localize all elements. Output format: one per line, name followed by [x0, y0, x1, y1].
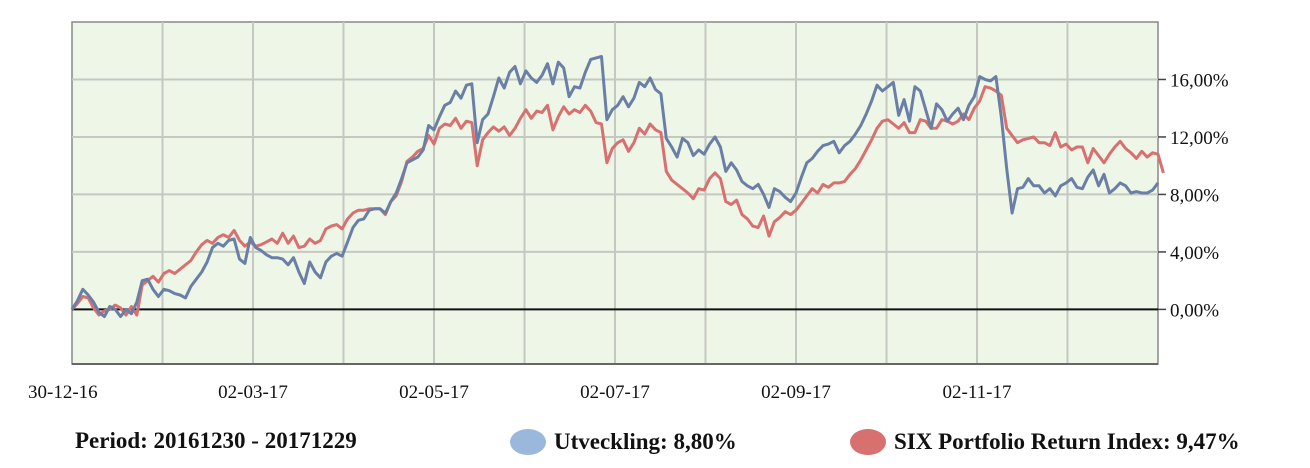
- legend-item-utveckling: Utveckling: 8,80%: [510, 424, 737, 460]
- legend-swatch-utveckling: [510, 429, 546, 455]
- x-tick-label: 02-05-17: [399, 382, 469, 403]
- x-tick-label: 02-07-17: [580, 382, 650, 403]
- y-tick-label: 12,00%: [1170, 128, 1229, 149]
- series-line-utveckling: [70, 55, 1160, 319]
- x-tick-label: 02-03-17: [218, 382, 288, 403]
- x-tick-label: 02-11-17: [943, 382, 1012, 403]
- y-tick-label: 8,00%: [1170, 185, 1219, 206]
- y-tick-label: 4,00%: [1170, 243, 1219, 264]
- performance-line-chart: 0,00% 4,00% 8,00% 12,00% 16,00% 30-12-16 02-0…: [28, 21, 1229, 403]
- horizontal-gridlines: [72, 78, 1158, 253]
- series-layer: [70, 55, 1165, 319]
- y-tick-label: 0,00%: [1170, 300, 1219, 321]
- legend-label-six-index: SIX Portfolio Return Index: 9,47%: [894, 429, 1240, 454]
- legend-item-six-index: SIX Portfolio Return Index: 9,47%: [850, 424, 1240, 460]
- y-tick-label: 16,00%: [1170, 70, 1229, 91]
- legend-swatch-six-index: [850, 429, 886, 455]
- period-label: Period: 20161230 - 20171229: [75, 428, 357, 453]
- chart-footer: Period: 20161230 - 20171229 Utveckling: …: [0, 424, 1310, 464]
- x-tick-labels: 30-12-16 02-03-17 02-05-17 02-07-17 02-09-17…: [28, 382, 1011, 403]
- x-tick-label: 02-09-17: [761, 382, 831, 403]
- x-tick-label: 30-12-16: [28, 382, 98, 403]
- legend-label-utveckling: Utveckling: 8,80%: [554, 429, 737, 454]
- y-tick-labels: 0,00% 4,00% 8,00% 12,00% 16,00%: [1158, 70, 1229, 321]
